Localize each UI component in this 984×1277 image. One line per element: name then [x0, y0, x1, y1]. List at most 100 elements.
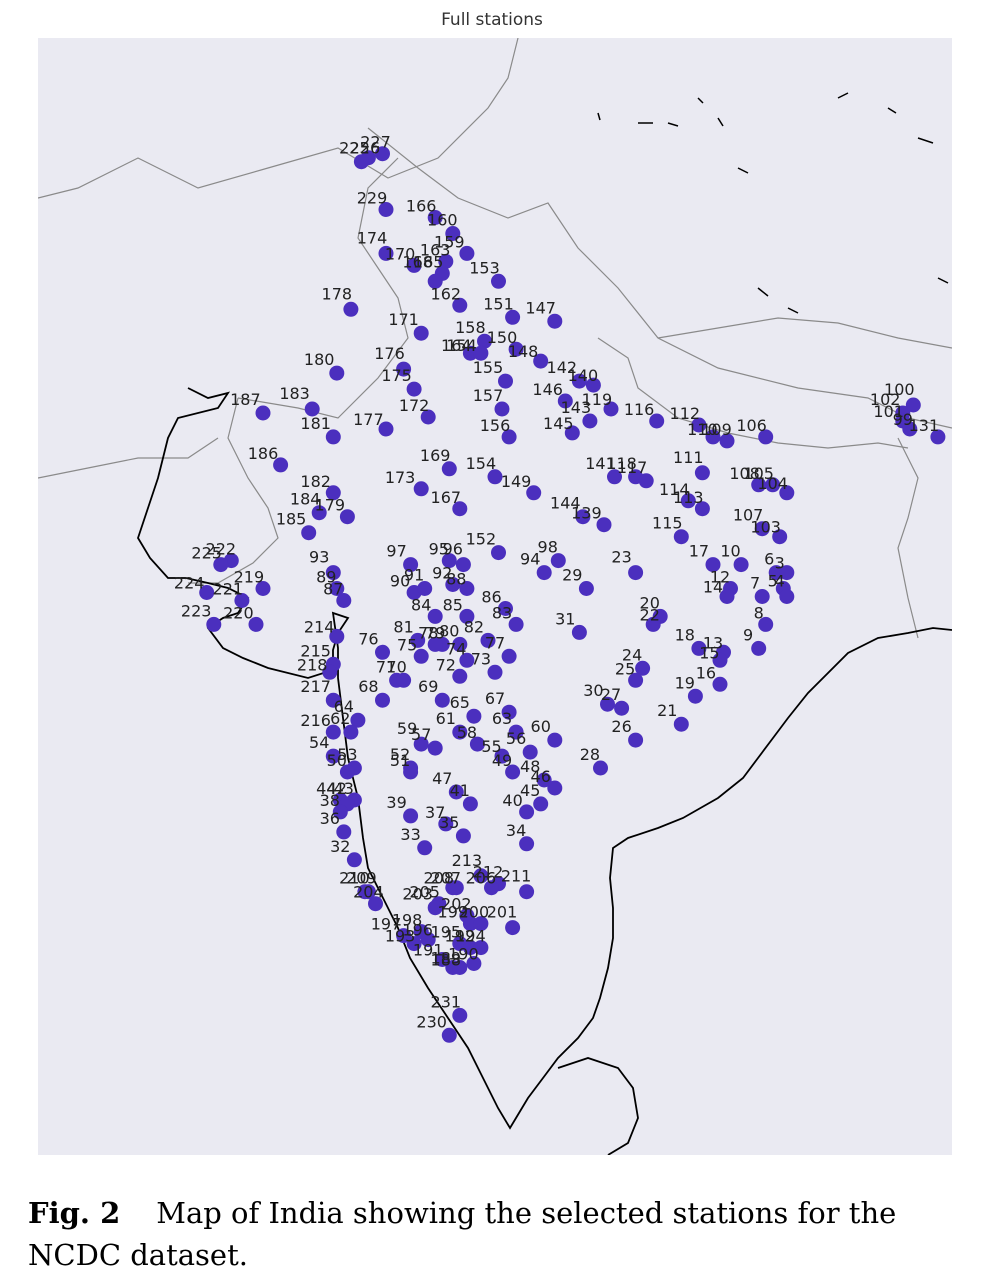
station-marker [322, 664, 338, 680]
station-marker [427, 900, 443, 916]
station-label: 68 [358, 677, 378, 696]
station-label: 162 [431, 284, 462, 303]
station-marker [519, 884, 535, 900]
station-label: 204 [353, 883, 384, 902]
station-label: 139 [571, 504, 602, 523]
station-label: 115 [652, 514, 683, 533]
station-label: 200 [459, 903, 490, 922]
station-label: 82 [464, 617, 484, 636]
station-marker [378, 202, 394, 217]
station-label: 36 [320, 809, 340, 828]
station-marker [452, 636, 468, 652]
station-marker [501, 704, 517, 720]
map-title: Full stations [441, 10, 543, 30]
station-label: 174 [357, 228, 388, 247]
station-marker [452, 297, 468, 313]
station-marker [635, 660, 651, 676]
figure-label: Fig. 2 [28, 1196, 121, 1230]
station-label: 22 [640, 605, 660, 624]
station-marker [585, 377, 601, 393]
station-marker [396, 928, 412, 944]
station-label: 218 [297, 655, 328, 674]
station-marker [508, 341, 524, 357]
station-label: 100 [884, 380, 915, 399]
station-marker [905, 397, 921, 413]
station-marker [213, 557, 229, 573]
station-marker [691, 640, 707, 656]
station-label: 151 [483, 294, 514, 313]
station-label: 47 [432, 769, 452, 788]
station-marker [325, 485, 341, 501]
station-label: 112 [670, 404, 701, 423]
station-marker [564, 425, 580, 441]
station-label: 111 [673, 448, 704, 467]
station-marker [712, 652, 728, 668]
station-label: 172 [399, 396, 430, 415]
station-label: 102 [870, 390, 901, 409]
station-label: 99 [893, 410, 913, 429]
station-label: 118 [606, 454, 637, 473]
station-label: 54 [309, 733, 329, 752]
station-label: 34 [506, 821, 526, 840]
station-marker [628, 565, 644, 581]
station-label: 163 [420, 240, 451, 259]
station-marker [459, 245, 475, 261]
station-label: 98 [538, 538, 558, 557]
station-marker [417, 581, 433, 596]
station-label: 146 [532, 380, 563, 399]
station-label: 86 [481, 588, 501, 607]
station-marker [600, 696, 615, 712]
station-marker [403, 808, 419, 824]
station-marker [462, 916, 478, 932]
station-label: 14 [703, 578, 723, 597]
station-marker [459, 581, 475, 596]
station-marker [462, 940, 478, 956]
station-marker [522, 744, 538, 760]
station-label: 76 [358, 629, 378, 648]
station-label: 16 [696, 663, 716, 682]
station-label: 227 [360, 133, 391, 152]
station-marker [462, 345, 478, 361]
station-marker [420, 932, 436, 948]
station-marker [325, 748, 341, 764]
station-label: 4 [775, 572, 785, 591]
station-label: 105 [743, 464, 774, 483]
station-label: 154 [466, 454, 497, 473]
station-marker [452, 501, 468, 517]
station-marker [779, 565, 795, 581]
station-marker [533, 353, 549, 369]
station-label: 9 [743, 625, 753, 644]
station-marker [378, 245, 394, 261]
station-label: 23 [611, 548, 631, 567]
station-label: 58 [457, 723, 477, 742]
station-marker [508, 616, 524, 632]
station-marker [413, 325, 429, 341]
station-label: 183 [279, 384, 310, 403]
station-label: 62 [330, 709, 350, 728]
station-marker [607, 469, 622, 485]
station-label: 30 [583, 681, 603, 700]
station-marker [491, 273, 506, 289]
station-label: 164 [441, 336, 472, 355]
station-marker [273, 457, 289, 473]
station-label: 33 [400, 825, 420, 844]
station-label: 149 [501, 472, 532, 491]
station-marker [332, 804, 348, 820]
station-label: 92 [432, 564, 452, 583]
station-marker [234, 593, 250, 608]
station-label: 10 [720, 542, 740, 561]
station-label: 219 [234, 568, 265, 587]
station-label: 75 [397, 635, 417, 654]
station-label: 152 [466, 530, 497, 549]
station-marker [427, 273, 443, 289]
station-label: 143 [561, 398, 592, 417]
station-marker [452, 724, 468, 740]
station-label: 182 [300, 472, 331, 491]
station-marker [462, 796, 478, 812]
station-marker [343, 724, 359, 740]
station-label: 51 [390, 751, 410, 770]
station-marker [575, 509, 591, 525]
station-label: 117 [617, 458, 648, 477]
station-label: 142 [547, 358, 578, 377]
station-label: 213 [452, 851, 483, 870]
